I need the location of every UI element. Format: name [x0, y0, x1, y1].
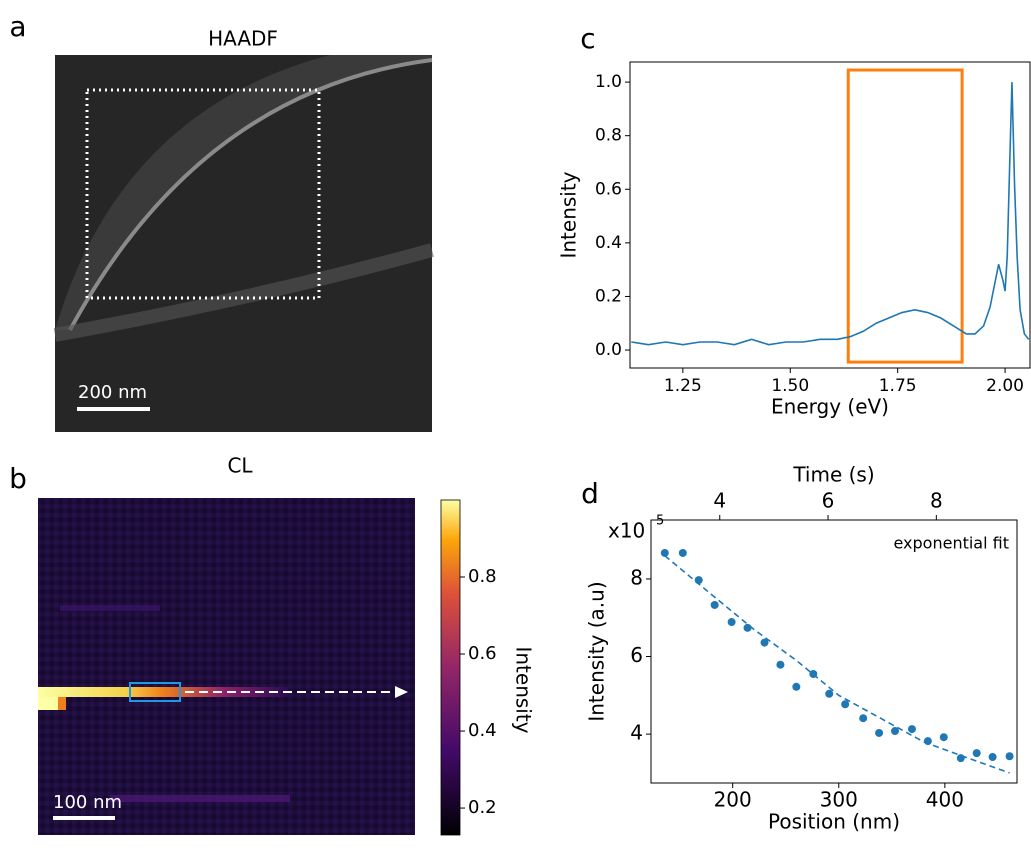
- scale-bar-label: 200 nm: [78, 382, 147, 403]
- panel-label: d: [581, 477, 599, 510]
- colorbar-tick-label: 0.8: [468, 566, 497, 587]
- y-axis-label: Intensity (a.u): [585, 581, 609, 721]
- data-point: [760, 638, 769, 647]
- data-point: [972, 749, 981, 758]
- data-point: [891, 727, 899, 736]
- colorbar-tick-label: 0.2: [468, 797, 497, 818]
- y-tick-label: 1.0: [595, 72, 622, 92]
- panel-title: HAADF: [208, 27, 278, 51]
- y-tick-label: 6: [630, 643, 643, 667]
- x-tick-label: 400: [926, 788, 964, 812]
- data-point: [939, 733, 948, 742]
- x-tick-label: 1.75: [879, 376, 917, 396]
- cl-map: [38, 498, 461, 836]
- panel-label: c: [580, 22, 595, 55]
- y-tick-label: 0.0: [595, 340, 622, 360]
- data-point: [660, 548, 669, 557]
- data-point: [825, 689, 834, 698]
- data-point: [859, 714, 868, 723]
- data-point: [907, 725, 916, 734]
- spectrum-line: [631, 82, 1030, 346]
- y-axis-label: Intensity: [557, 171, 581, 258]
- legend-label: exponential fit: [893, 534, 1009, 553]
- data-point: [710, 600, 719, 609]
- y-tick-label: 0.4: [595, 233, 622, 253]
- colorbar-tick-label: 0.4: [468, 720, 497, 741]
- x-tick-label: 2.00: [986, 376, 1024, 396]
- x2-axis-label: Time (s): [792, 463, 874, 487]
- panel-title: CL: [227, 454, 253, 478]
- data-point: [841, 700, 850, 709]
- colorbar-label: Intensity: [512, 646, 536, 733]
- data-point: [727, 618, 736, 627]
- x-tick-label: 200: [714, 788, 752, 812]
- y-tick-label: 0.8: [595, 126, 622, 146]
- x-axis-label: Energy (eV): [771, 395, 889, 419]
- data-point: [875, 728, 884, 737]
- y-tick-label: 8: [630, 565, 643, 589]
- panel-label: b: [9, 462, 27, 495]
- colorbar-tick-label: 0.6: [468, 643, 497, 664]
- data-point: [776, 660, 785, 669]
- data-point: [956, 754, 965, 763]
- fit-line: [664, 555, 1010, 774]
- y-multiplier-exponent: 5: [656, 514, 664, 529]
- y-tick-label: 4: [630, 721, 643, 745]
- highlight-box: [846, 68, 964, 364]
- data-point: [988, 753, 997, 762]
- scale-bar-label: 100 nm: [53, 792, 122, 813]
- plot-frame: [629, 61, 1031, 369]
- x-axis-label: Position (nm): [768, 810, 900, 834]
- data-point: [1005, 752, 1014, 761]
- x-tick-label: 1.50: [771, 376, 809, 396]
- x2-tick-label: 6: [822, 489, 835, 513]
- data-point: [743, 623, 752, 632]
- x-tick-label: 300: [820, 788, 858, 812]
- panel-label: a: [9, 10, 26, 43]
- data-point: [678, 548, 687, 557]
- y-tick-label: 0.6: [595, 179, 622, 199]
- y-tick-label: 0.2: [595, 286, 622, 306]
- x2-tick-label: 4: [713, 489, 726, 513]
- y-multiplier: x10: [608, 519, 645, 543]
- data-point: [792, 682, 801, 691]
- x2-tick-label: 8: [930, 489, 943, 513]
- x-tick-label: 1.25: [664, 376, 702, 396]
- plot-frame: [650, 519, 1018, 784]
- haadf-image: [53, 55, 434, 432]
